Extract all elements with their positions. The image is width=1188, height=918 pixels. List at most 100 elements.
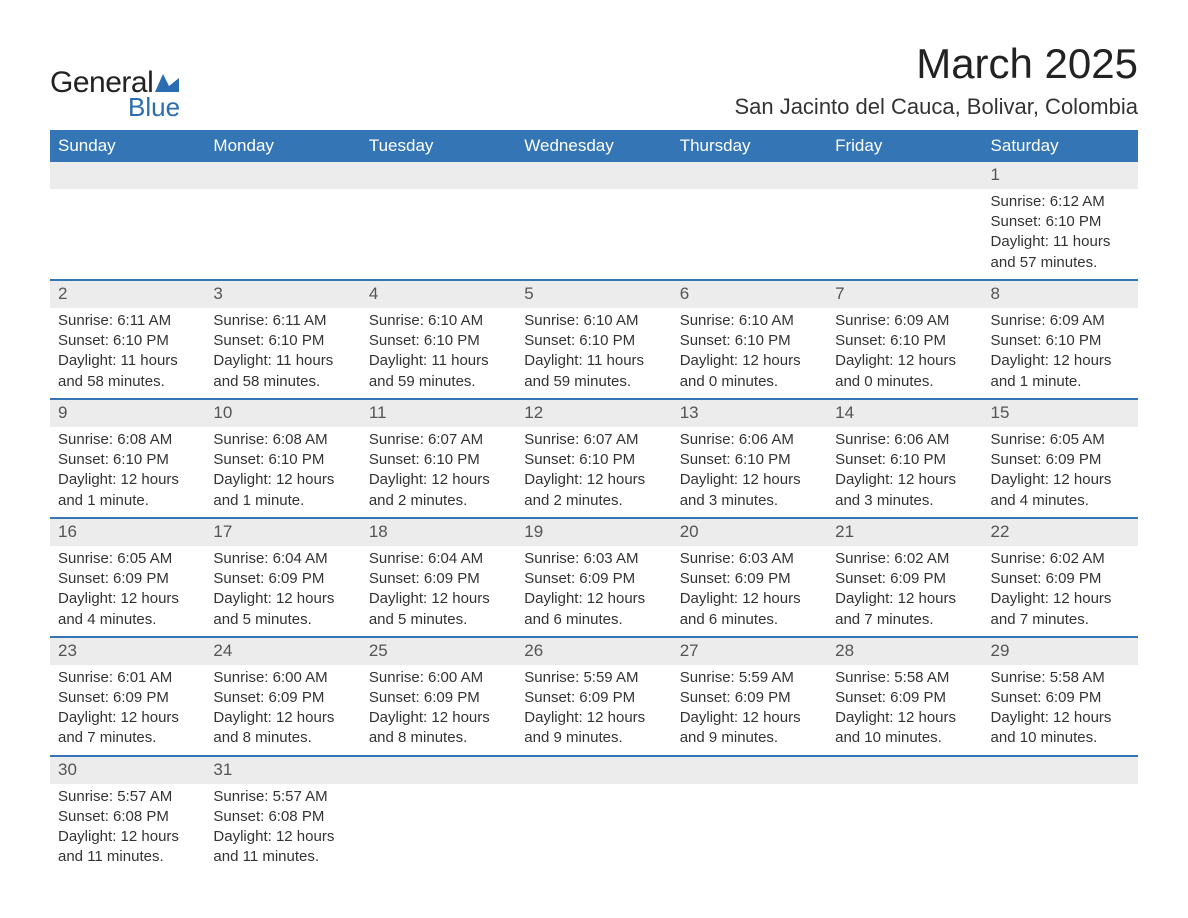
day-detail	[361, 784, 516, 874]
day-number: 9	[50, 399, 205, 427]
day-number: 27	[672, 637, 827, 665]
day-detail	[672, 189, 827, 280]
day-number: 24	[205, 637, 360, 665]
day-number	[827, 162, 982, 189]
day-detail: Sunrise: 6:06 AMSunset: 6:10 PMDaylight:…	[827, 427, 982, 518]
day-detail: Sunrise: 6:06 AMSunset: 6:10 PMDaylight:…	[672, 427, 827, 518]
calendar-body: 1 Sunrise: 6:12 AMSunset: 6:10 PMDayligh…	[50, 162, 1138, 874]
day-detail: Sunrise: 6:11 AMSunset: 6:10 PMDaylight:…	[50, 308, 205, 399]
weekday-heading: Friday	[827, 130, 982, 162]
day-detail: Sunrise: 6:10 AMSunset: 6:10 PMDaylight:…	[516, 308, 671, 399]
day-number-row: 23 24 25 26 27 28 29	[50, 637, 1138, 665]
day-number: 7	[827, 280, 982, 308]
weekday-header-row: Sunday Monday Tuesday Wednesday Thursday…	[50, 130, 1138, 162]
day-detail: Sunrise: 6:07 AMSunset: 6:10 PMDaylight:…	[516, 427, 671, 518]
logo: General Blue	[50, 68, 180, 120]
month-title: March 2025	[734, 40, 1138, 88]
day-detail-row: Sunrise: 6:08 AMSunset: 6:10 PMDaylight:…	[50, 427, 1138, 518]
day-detail: Sunrise: 6:05 AMSunset: 6:09 PMDaylight:…	[983, 427, 1138, 518]
calendar-table: Sunday Monday Tuesday Wednesday Thursday…	[50, 130, 1138, 874]
day-number: 14	[827, 399, 982, 427]
day-number: 30	[50, 756, 205, 784]
page-header: General Blue March 2025 San Jacinto del …	[50, 40, 1138, 120]
day-number: 16	[50, 518, 205, 546]
day-number: 6	[672, 280, 827, 308]
day-number: 23	[50, 637, 205, 665]
day-number: 31	[205, 756, 360, 784]
day-number: 26	[516, 637, 671, 665]
day-number	[672, 162, 827, 189]
day-number: 12	[516, 399, 671, 427]
day-number: 11	[361, 399, 516, 427]
day-number: 21	[827, 518, 982, 546]
day-number: 10	[205, 399, 360, 427]
day-detail: Sunrise: 5:59 AMSunset: 6:09 PMDaylight:…	[672, 665, 827, 756]
day-number: 1	[983, 162, 1138, 189]
day-detail: Sunrise: 6:01 AMSunset: 6:09 PMDaylight:…	[50, 665, 205, 756]
day-number: 19	[516, 518, 671, 546]
day-number	[50, 162, 205, 189]
day-number	[205, 162, 360, 189]
day-detail	[827, 189, 982, 280]
day-detail: Sunrise: 6:09 AMSunset: 6:10 PMDaylight:…	[827, 308, 982, 399]
day-number: 5	[516, 280, 671, 308]
day-number: 22	[983, 518, 1138, 546]
day-number: 17	[205, 518, 360, 546]
day-detail	[827, 784, 982, 874]
day-detail-row: Sunrise: 6:05 AMSunset: 6:09 PMDaylight:…	[50, 546, 1138, 637]
day-detail: Sunrise: 5:57 AMSunset: 6:08 PMDaylight:…	[205, 784, 360, 874]
day-detail: Sunrise: 6:03 AMSunset: 6:09 PMDaylight:…	[672, 546, 827, 637]
day-number-row: 16 17 18 19 20 21 22	[50, 518, 1138, 546]
day-detail	[50, 189, 205, 280]
day-detail	[205, 189, 360, 280]
day-number-row: 2 3 4 5 6 7 8	[50, 280, 1138, 308]
day-detail: Sunrise: 6:10 AMSunset: 6:10 PMDaylight:…	[672, 308, 827, 399]
weekday-heading: Tuesday	[361, 130, 516, 162]
weekday-heading: Saturday	[983, 130, 1138, 162]
weekday-heading: Sunday	[50, 130, 205, 162]
day-detail: Sunrise: 6:05 AMSunset: 6:09 PMDaylight:…	[50, 546, 205, 637]
day-number: 8	[983, 280, 1138, 308]
day-number	[516, 162, 671, 189]
day-detail-row: Sunrise: 6:12 AMSunset: 6:10 PMDaylight:…	[50, 189, 1138, 280]
day-detail	[361, 189, 516, 280]
weekday-heading: Wednesday	[516, 130, 671, 162]
day-detail: Sunrise: 6:02 AMSunset: 6:09 PMDaylight:…	[983, 546, 1138, 637]
day-detail: Sunrise: 5:58 AMSunset: 6:09 PMDaylight:…	[983, 665, 1138, 756]
day-detail	[983, 784, 1138, 874]
day-detail: Sunrise: 6:04 AMSunset: 6:09 PMDaylight:…	[361, 546, 516, 637]
day-detail-row: Sunrise: 5:57 AMSunset: 6:08 PMDaylight:…	[50, 784, 1138, 874]
weekday-heading: Thursday	[672, 130, 827, 162]
day-number: 20	[672, 518, 827, 546]
day-detail: Sunrise: 6:00 AMSunset: 6:09 PMDaylight:…	[205, 665, 360, 756]
day-detail	[516, 784, 671, 874]
day-number	[983, 756, 1138, 784]
day-detail: Sunrise: 6:03 AMSunset: 6:09 PMDaylight:…	[516, 546, 671, 637]
day-number	[361, 162, 516, 189]
day-detail: Sunrise: 6:08 AMSunset: 6:10 PMDaylight:…	[205, 427, 360, 518]
day-number: 25	[361, 637, 516, 665]
day-detail: Sunrise: 6:08 AMSunset: 6:10 PMDaylight:…	[50, 427, 205, 518]
day-detail: Sunrise: 6:02 AMSunset: 6:09 PMDaylight:…	[827, 546, 982, 637]
location-subtitle: San Jacinto del Cauca, Bolivar, Colombia	[734, 94, 1138, 120]
day-number: 15	[983, 399, 1138, 427]
day-number	[516, 756, 671, 784]
day-detail: Sunrise: 5:57 AMSunset: 6:08 PMDaylight:…	[50, 784, 205, 874]
day-number-row: 1	[50, 162, 1138, 189]
day-number-row: 9 10 11 12 13 14 15	[50, 399, 1138, 427]
day-number: 2	[50, 280, 205, 308]
day-number: 4	[361, 280, 516, 308]
day-number: 13	[672, 399, 827, 427]
day-number-row: 30 31	[50, 756, 1138, 784]
logo-text-blue: Blue	[128, 94, 180, 120]
day-detail	[672, 784, 827, 874]
day-detail: Sunrise: 6:10 AMSunset: 6:10 PMDaylight:…	[361, 308, 516, 399]
day-detail: Sunrise: 6:11 AMSunset: 6:10 PMDaylight:…	[205, 308, 360, 399]
title-block: March 2025 San Jacinto del Cauca, Boliva…	[734, 40, 1138, 120]
day-number: 29	[983, 637, 1138, 665]
day-number	[361, 756, 516, 784]
day-number: 18	[361, 518, 516, 546]
day-detail: Sunrise: 6:00 AMSunset: 6:09 PMDaylight:…	[361, 665, 516, 756]
weekday-heading: Monday	[205, 130, 360, 162]
day-number	[827, 756, 982, 784]
